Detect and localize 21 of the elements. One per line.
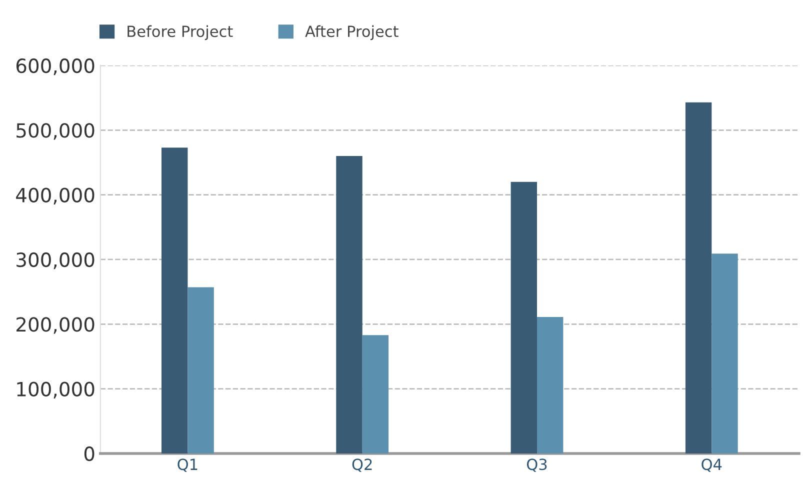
bar bbox=[188, 287, 214, 454]
y-tick-label: 200,000 bbox=[16, 317, 94, 334]
y-tick-label: 500,000 bbox=[16, 123, 94, 140]
y-tick-label: 600,000 bbox=[16, 58, 94, 76]
bar bbox=[336, 156, 362, 454]
bar bbox=[510, 182, 538, 454]
y-tick-label: 400,000 bbox=[16, 188, 94, 204]
x-tick-label: Q4 bbox=[702, 458, 722, 472]
bar bbox=[537, 317, 564, 454]
x-tick-label: Q3 bbox=[526, 458, 547, 472]
bar bbox=[712, 254, 738, 454]
bar bbox=[685, 102, 712, 454]
legend-label: Before Project bbox=[128, 25, 233, 40]
y-tick-label: 0 bbox=[84, 446, 94, 462]
x-tick-label: Q2 bbox=[352, 458, 372, 472]
x-tick-label: Q1 bbox=[178, 458, 198, 472]
bar bbox=[362, 335, 389, 454]
bar bbox=[162, 148, 188, 454]
y-tick-label: 100,000 bbox=[17, 382, 94, 398]
y-tick-label: 300,000 bbox=[16, 252, 94, 270]
legend-label: After Project bbox=[305, 25, 398, 40]
